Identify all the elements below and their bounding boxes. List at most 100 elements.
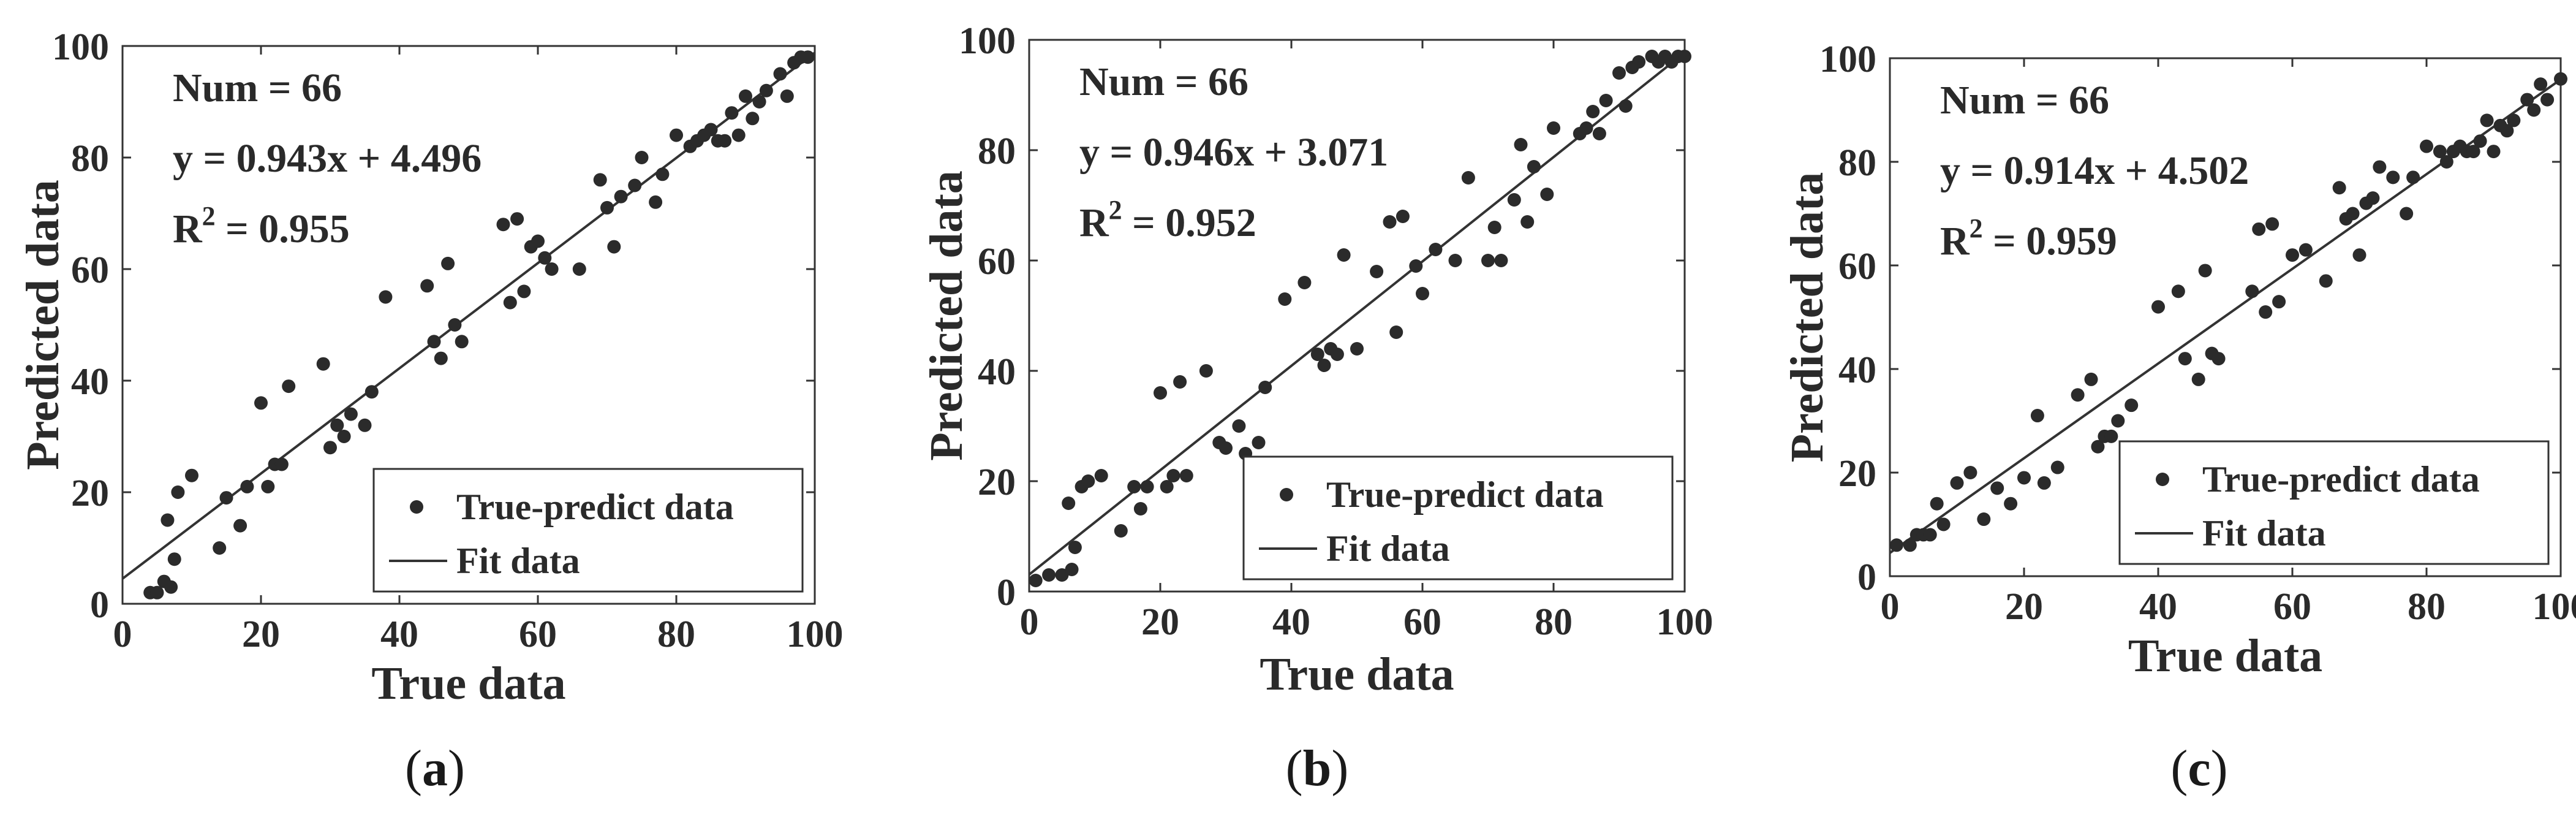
data-point	[2400, 207, 2414, 221]
annotation-r2: R2 = 0.952	[1079, 195, 1256, 245]
data-point	[1579, 121, 1593, 135]
data-point	[171, 485, 185, 499]
legend-label-line: Fit data	[1326, 528, 1450, 569]
data-point	[635, 151, 649, 164]
plot-frame	[1889, 57, 2562, 577]
data-point	[1330, 348, 1344, 361]
data-point	[240, 479, 254, 493]
data-point	[2298, 243, 2313, 257]
data-point	[759, 83, 773, 97]
legend-label-points: True-predict data	[2202, 459, 2480, 500]
data-point	[2084, 372, 2098, 386]
data-point	[2198, 264, 2212, 278]
data-point	[496, 218, 510, 232]
data-point	[1409, 259, 1423, 273]
data-point	[531, 234, 545, 248]
data-point	[2433, 145, 2447, 159]
x-tick-label: 100	[1656, 601, 1713, 643]
data-point	[2319, 274, 2333, 288]
x-tick-label: 100	[2533, 586, 2576, 628]
y-tick-label: 100	[52, 26, 109, 68]
r2-superscript: 2	[1109, 195, 1122, 225]
y-tick-label: 0	[997, 572, 1016, 614]
legend-marker-points	[2156, 473, 2169, 486]
annotation-r2: R2 = 0.955	[173, 201, 350, 251]
data-point	[2439, 155, 2453, 169]
data-point	[1936, 517, 1951, 531]
data-point	[427, 335, 441, 349]
y-tick-label: 20	[1838, 453, 1876, 495]
x-tick-label: 40	[1272, 601, 1310, 643]
data-point	[1350, 342, 1364, 356]
data-point	[718, 134, 732, 148]
annotation-r2: R2 = 0.959	[1940, 213, 2117, 264]
data-point	[1520, 215, 1535, 229]
plot-frame	[121, 45, 816, 605]
data-point	[572, 262, 586, 276]
data-point	[1140, 480, 1154, 493]
chart-panel-b: 0 20 40 60 80 100 0 20 40 60 80 100 True data Predict…	[876, 0, 1734, 736]
data-point	[1494, 254, 1508, 267]
x-tick-label: 60	[519, 614, 557, 655]
y-axis-label: Predicted data	[17, 180, 69, 470]
data-point	[1166, 469, 1180, 482]
data-point	[2050, 460, 2064, 474]
data-point	[1114, 524, 1128, 538]
data-point	[2037, 476, 2051, 490]
data-point	[1310, 348, 1324, 361]
x-axis-label: True data	[1260, 649, 1454, 700]
r2-superscript: 2	[1970, 213, 1983, 243]
y-tick-label: 80	[978, 131, 1016, 172]
x-tick-label: 80	[1535, 601, 1573, 643]
data-point	[2286, 248, 2299, 262]
legend-label-points: True-predict data	[1326, 474, 1604, 515]
data-point	[2480, 113, 2494, 127]
y-tick-label: 40	[71, 361, 109, 403]
annotation-equation: y = 0.946x + 3.071	[1079, 130, 1388, 175]
data-point	[1963, 466, 1977, 479]
data-point	[510, 212, 524, 226]
data-point	[1514, 138, 1528, 151]
y-tick-label: 80	[71, 138, 109, 180]
data-point	[448, 318, 462, 332]
data-point	[2091, 440, 2105, 454]
data-point	[434, 351, 448, 365]
legend-box	[372, 468, 804, 593]
data-point	[1094, 469, 1108, 482]
data-point	[185, 468, 198, 482]
data-point	[2406, 170, 2420, 185]
data-point	[739, 89, 752, 103]
data-point	[1160, 480, 1174, 493]
data-point	[1592, 127, 1606, 140]
scatter-chart-a: 0 20 40 60 80 100 0 20 40 60 80 100 True data Predict…	[17, 26, 844, 709]
data-point	[2272, 295, 2286, 309]
data-point	[2212, 352, 2226, 366]
data-point	[670, 128, 683, 142]
data-point	[1612, 66, 1626, 80]
data-point	[1173, 375, 1187, 389]
data-point	[2125, 398, 2139, 413]
x-axis-label: True data	[371, 658, 565, 709]
data-point	[1547, 121, 1560, 135]
data-point	[1396, 210, 1410, 223]
y-axis-label: Predicted data	[921, 170, 972, 461]
r2-value: = 0.952	[1122, 200, 1256, 245]
legend-box	[2118, 440, 2550, 565]
data-point	[274, 457, 289, 471]
data-point	[2030, 409, 2044, 423]
data-point	[1507, 193, 1521, 207]
data-point	[1383, 215, 1397, 229]
caption-b: (b)	[1285, 740, 1349, 797]
data-point	[316, 357, 330, 371]
y-tick-label: 0	[1857, 557, 1876, 598]
r2-prefix: R	[173, 207, 203, 251]
data-point	[2265, 217, 2279, 231]
x-tick-label: 40	[2139, 586, 2177, 628]
data-point	[1389, 325, 1403, 339]
data-point	[330, 418, 344, 432]
y-axis-label: Predicted data	[1781, 172, 1833, 463]
data-point	[358, 418, 372, 432]
data-point	[1068, 541, 1082, 554]
data-point	[2191, 372, 2205, 386]
y-tick-label: 60	[978, 241, 1016, 283]
